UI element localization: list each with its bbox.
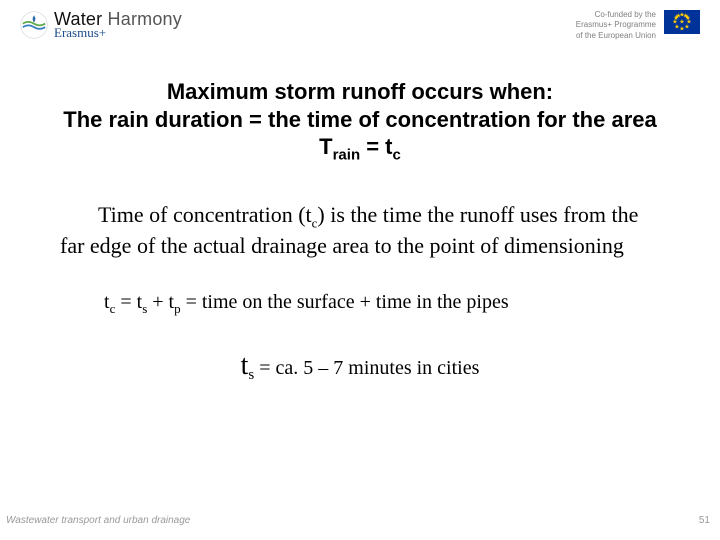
p2-desc: = time on the surface + time in the pipe… [181,291,509,313]
p2-eq-ts: = t [115,291,142,313]
logo-left: Water Harmony Erasmus+ [20,10,182,39]
slide-title: Maximum storm runoff occurs when: The ra… [60,78,660,165]
title-line-1: Maximum storm runoff occurs when: [60,78,660,106]
paragraph-ts-value: ts = ca. 5 – 7 minutes in cities [60,350,660,384]
page-number: 51 [699,515,710,526]
p1-a: Time of concentration (t [98,202,312,227]
slide: Water Harmony Erasmus+ Co-funded by the … [0,0,720,540]
logo-right: Co-funded by the Erasmus+ Programme of t… [576,10,700,41]
brand-text-block: Water Harmony Erasmus+ [54,10,182,39]
paragraph-definition: Time of concentration (tc) is the time t… [60,201,660,261]
eq-sub-rain: rain [333,146,361,163]
footer-title: Wastewater transport and urban drainage [6,515,190,526]
eq-sub-c: c [393,146,401,163]
eu-flag-icon [664,10,700,34]
brand-subtitle: Erasmus+ [54,26,182,39]
eq-mid: = t [360,134,392,159]
eu-line-3: of the European Union [576,31,656,41]
water-harmony-icon [20,11,48,39]
eu-line-2: Erasmus+ Programme [576,20,656,30]
paragraph-equation: tc = ts + tp = time on the surface + tim… [60,289,660,318]
header: Water Harmony Erasmus+ Co-funded by the … [20,10,700,52]
title-line-2: The rain duration = the time of concentr… [60,106,660,134]
p3-value: = ca. 5 – 7 minutes in cities [254,357,479,379]
title-equation: Train = tc [60,133,660,165]
content: Maximum storm runoff occurs when: The ra… [60,78,660,384]
eu-cofunded-text: Co-funded by the Erasmus+ Programme of t… [576,10,656,41]
eu-line-1: Co-funded by the [576,10,656,20]
eq-T: T [319,134,332,159]
p2-plus-tp: + t [147,291,174,313]
